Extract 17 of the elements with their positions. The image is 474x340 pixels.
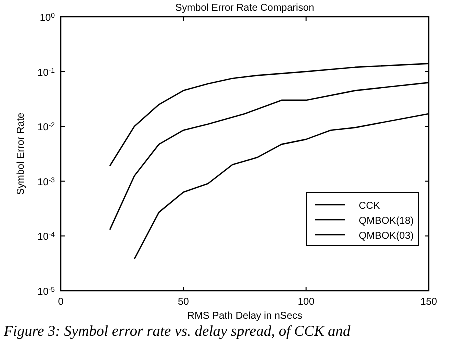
y-tick-label: 10$^{-4}$ xyxy=(38,232,56,244)
x-tick-label: 100 xyxy=(298,297,316,308)
legend-label: QMBOK(03) xyxy=(359,231,414,242)
y-tick-label: 10$^{-2}$ xyxy=(38,122,56,134)
x-axis-title: RMS Path Delay in nSecs xyxy=(187,311,303,322)
y-axis-title: Symbol Error Rate xyxy=(16,112,27,196)
x-tick-label: 0 xyxy=(58,297,64,308)
y-tick-label: 10$^{0}$ xyxy=(40,12,56,24)
chart-title: Symbol Error Rate Comparison xyxy=(176,3,314,14)
x-tick-label: 50 xyxy=(178,297,190,308)
caption: Figure 3: Symbol error rate vs. delay spread, of CCK and xyxy=(3,324,352,340)
legend-label: QMBOK(18) xyxy=(359,216,414,227)
y-tick-label: 10$^{-1}$ xyxy=(38,67,56,79)
y-tick-label: 10$^{-5}$ xyxy=(38,286,56,298)
y-tick-label: 10$^{-3}$ xyxy=(38,176,56,188)
legend-label: CCK xyxy=(359,201,380,212)
x-tick-label: 150 xyxy=(420,297,438,308)
